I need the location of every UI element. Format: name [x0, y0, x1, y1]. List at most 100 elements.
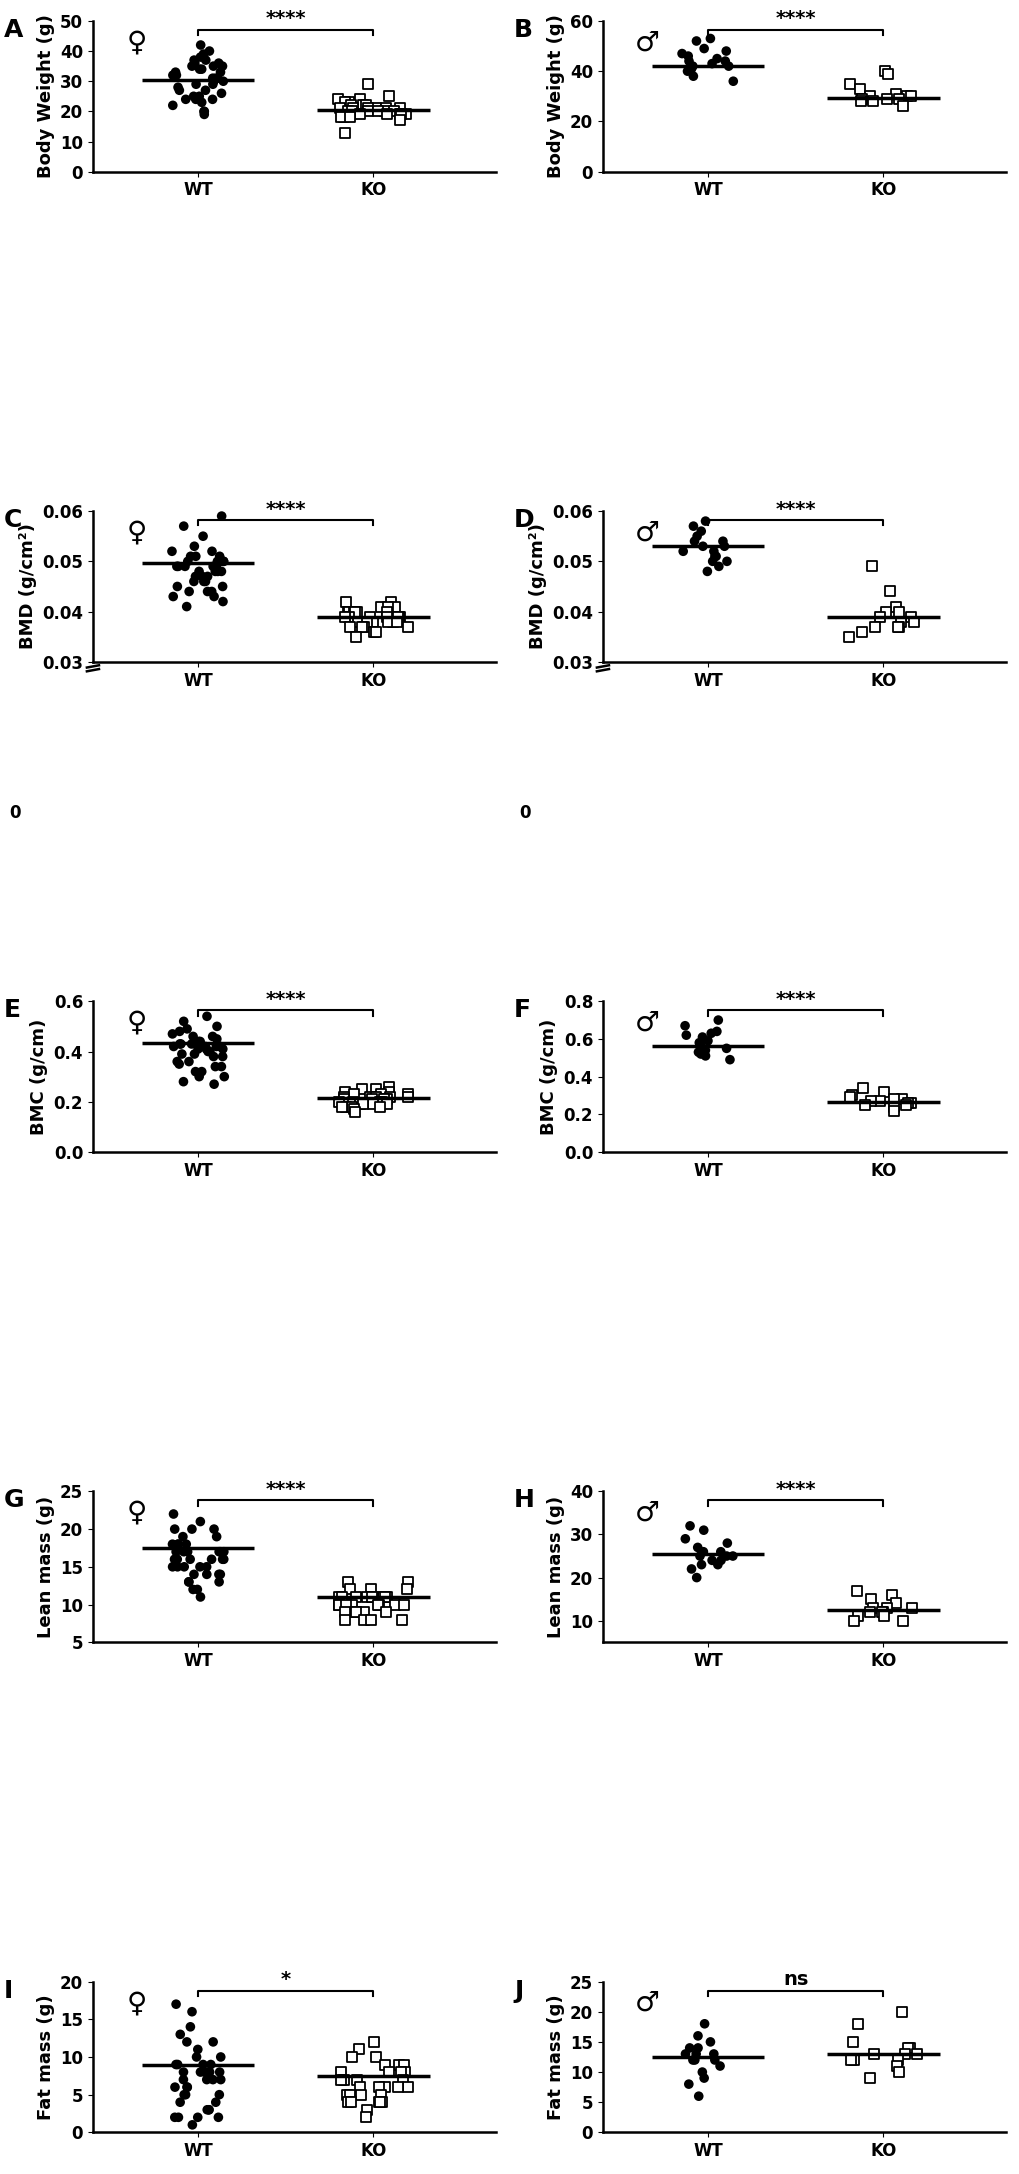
Point [171, 1013, 187, 1048]
Point [842, 67, 858, 102]
Point [368, 615, 384, 650]
Point [208, 2085, 224, 2120]
Text: ♂: ♂ [634, 1498, 658, 1526]
Point [346, 594, 363, 628]
Text: I: I [4, 1978, 13, 2002]
Point [399, 1076, 416, 1111]
Point [164, 87, 180, 122]
Point [395, 1587, 412, 1622]
Point [191, 1024, 207, 1059]
Point [180, 1565, 197, 1600]
Point [332, 2054, 348, 2089]
Text: H: H [514, 1489, 535, 1513]
Point [179, 2070, 196, 2104]
Point [190, 2100, 206, 2135]
Point [167, 2070, 183, 2104]
Point [864, 85, 880, 120]
Point [379, 600, 395, 635]
Point [894, 1602, 910, 1637]
Text: ♂: ♂ [634, 520, 658, 546]
Point [335, 2063, 352, 2098]
Point [178, 2024, 195, 2059]
Point [189, 1572, 205, 1607]
Point [183, 1511, 200, 1546]
Point [719, 48, 736, 83]
Point [854, 1070, 870, 1104]
Point [365, 1087, 381, 1122]
Point [361, 600, 377, 635]
Point [348, 594, 365, 628]
Y-axis label: Fat mass (g): Fat mass (g) [37, 1994, 54, 2120]
Point [170, 2100, 186, 2135]
Point [694, 528, 710, 563]
Point [348, 2063, 365, 2098]
Point [208, 550, 224, 585]
Point [703, 46, 719, 80]
Point [184, 2107, 201, 2141]
Point [396, 2054, 413, 2089]
Point [393, 1602, 410, 1637]
Point [211, 1557, 227, 1591]
Point [706, 2044, 722, 2078]
Point [166, 2100, 182, 2135]
Point [364, 1083, 380, 1117]
Point [200, 1035, 216, 1070]
Point [215, 1535, 231, 1570]
Point [187, 83, 204, 117]
Point [333, 1580, 350, 1615]
Point [200, 559, 216, 594]
Point [175, 2063, 192, 2098]
Point [890, 594, 906, 628]
Point [344, 1085, 361, 1120]
Text: ♂: ♂ [634, 28, 658, 57]
Point [370, 2085, 386, 2120]
Point [347, 1596, 364, 1630]
Point [892, 604, 908, 639]
Point [697, 504, 713, 539]
Point [358, 87, 374, 122]
Point [677, 1522, 693, 1557]
Point [686, 2044, 702, 2078]
Point [330, 1580, 346, 1615]
Point [694, 2054, 710, 2089]
Point [168, 1987, 184, 2022]
Point [378, 1580, 394, 1615]
Point [331, 1587, 347, 1622]
Point [378, 594, 394, 628]
Point [864, 1591, 880, 1626]
Point [185, 78, 202, 113]
Point [186, 528, 203, 563]
Point [352, 1087, 368, 1122]
Point [884, 1094, 901, 1128]
Y-axis label: BMD (g/cm²): BMD (g/cm²) [18, 524, 37, 650]
Point [342, 2078, 359, 2113]
Point [385, 604, 401, 639]
Point [193, 28, 209, 63]
Point [688, 24, 704, 59]
Point [364, 1580, 380, 1615]
Point [199, 1557, 215, 1591]
Point [689, 2017, 705, 2052]
Point [876, 594, 893, 628]
Point [179, 544, 196, 578]
Point [168, 550, 184, 585]
Point [345, 1091, 362, 1126]
Y-axis label: Body Weight (g): Body Weight (g) [37, 15, 54, 178]
Point [175, 1004, 192, 1039]
Point [380, 2054, 396, 2089]
Point [688, 1561, 704, 1596]
Point [901, 2031, 917, 2065]
Text: E: E [4, 998, 21, 1022]
Point [374, 1580, 390, 1615]
Point [871, 600, 888, 635]
Point [342, 2085, 359, 2120]
Point [888, 1587, 904, 1622]
Text: 0: 0 [519, 804, 530, 822]
Point [194, 52, 210, 87]
Point [330, 1587, 346, 1622]
Point [212, 2063, 228, 2098]
Point [356, 609, 372, 644]
Point [866, 609, 882, 644]
Point [215, 544, 231, 578]
Point [211, 1565, 227, 1600]
